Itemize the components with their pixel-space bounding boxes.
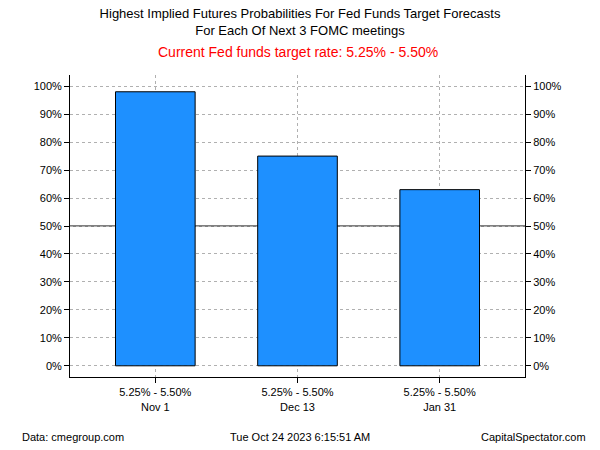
svg-text:70%: 70% (40, 164, 62, 176)
svg-text:5.25% - 5.50%Dec 13: 5.25% - 5.50%Dec 13 (261, 386, 333, 412)
svg-text:10%: 10% (40, 332, 62, 344)
svg-text:60%: 60% (40, 192, 62, 204)
svg-text:70%: 70% (533, 164, 555, 176)
svg-text:90%: 90% (533, 108, 555, 120)
svg-text:5.25% - 5.50%Nov 1: 5.25% - 5.50%Nov 1 (119, 386, 191, 412)
svg-text:80%: 80% (533, 136, 555, 148)
svg-text:CapitalSpectator.com: CapitalSpectator.com (481, 431, 586, 443)
svg-text:Tue Oct 24 2023 6:15:51 AM: Tue Oct 24 2023 6:15:51 AM (230, 431, 370, 443)
svg-text:30%: 30% (533, 276, 555, 288)
svg-text:20%: 20% (40, 304, 62, 316)
svg-text:40%: 40% (40, 248, 62, 260)
svg-text:5.25% - 5.50%Jan 31: 5.25% - 5.50%Jan 31 (404, 386, 476, 412)
svg-text:50%: 50% (40, 220, 62, 232)
svg-text:Current Fed funds target rate:: Current Fed funds target rate: 5.25% - 5… (158, 44, 438, 60)
svg-text:Data: cmegroup.com: Data: cmegroup.com (22, 431, 124, 443)
svg-text:Highest Implied Futures Probab: Highest Implied Futures Probabilities Fo… (100, 6, 501, 38)
svg-text:90%: 90% (40, 108, 62, 120)
svg-text:40%: 40% (533, 248, 555, 260)
svg-text:10%: 10% (533, 332, 555, 344)
svg-text:30%: 30% (40, 276, 62, 288)
svg-text:0%: 0% (533, 360, 549, 372)
svg-text:100%: 100% (34, 80, 62, 92)
svg-text:60%: 60% (533, 192, 555, 204)
svg-text:80%: 80% (40, 136, 62, 148)
svg-text:20%: 20% (533, 304, 555, 316)
svg-text:0%: 0% (46, 360, 62, 372)
svg-text:50%: 50% (533, 220, 555, 232)
svg-text:100%: 100% (533, 80, 561, 92)
